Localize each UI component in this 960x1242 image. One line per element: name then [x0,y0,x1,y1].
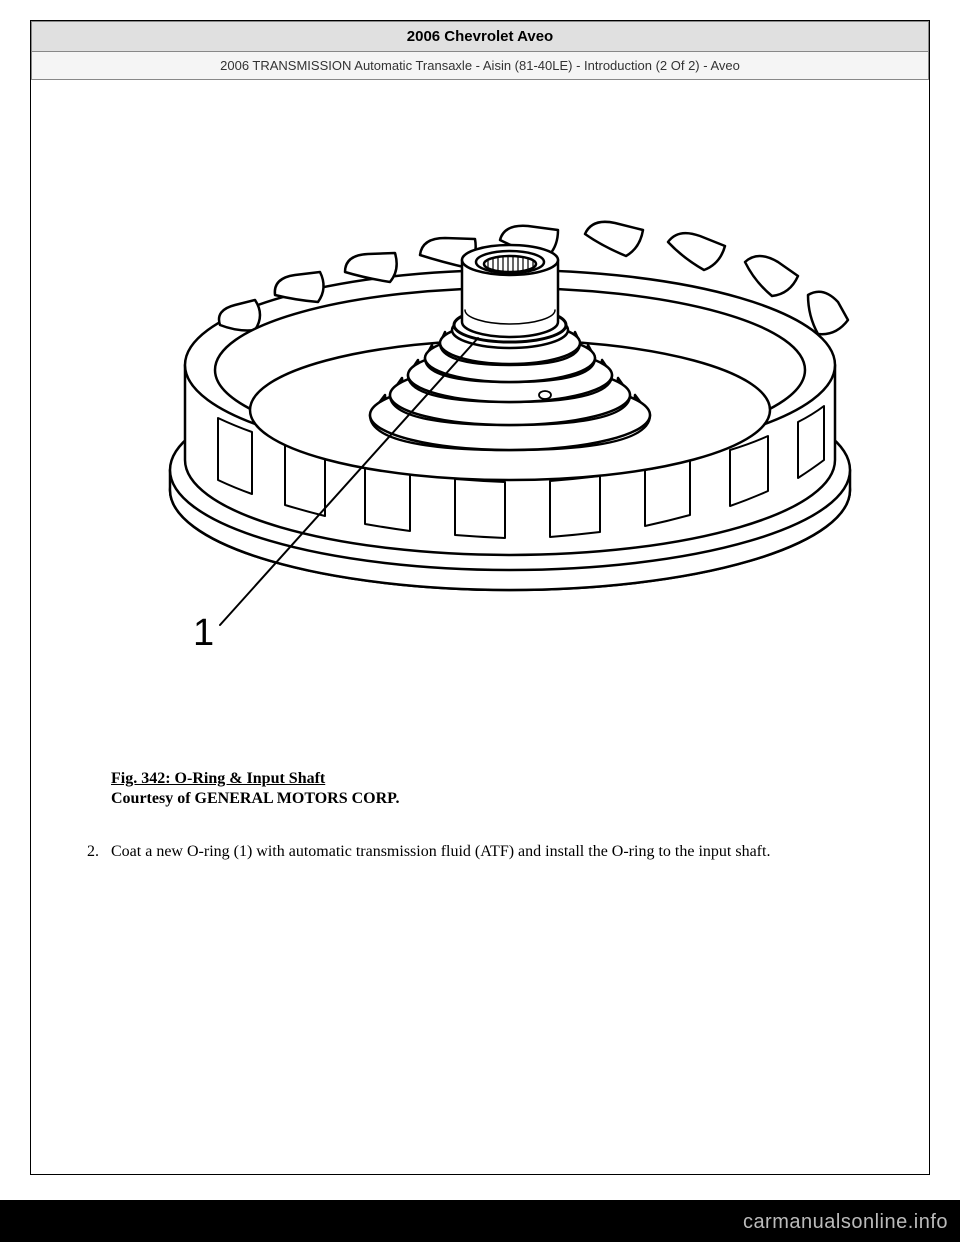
document-title: 2006 Chevrolet Aveo [32,28,928,45]
instruction-number: 2. [81,843,111,861]
instruction-item: 2. Coat a new O-ring (1) with automatic … [81,843,929,861]
content-frame: 2006 Chevrolet Aveo 2006 TRANSMISSION Au… [30,20,930,1175]
figure-caption: Fig. 342: O-Ring & Input Shaft Courtesy … [111,770,929,808]
diagram-container: 1 [31,170,929,730]
watermark: carmanualsonline.info [743,1211,948,1234]
instruction-text: Coat a new O-ring (1) with automatic tra… [111,843,929,861]
header-box: 2006 Chevrolet Aveo 2006 TRANSMISSION Au… [31,21,929,80]
figure-courtesy: Courtesy of GENERAL MOTORS CORP. [111,790,929,808]
document-subtitle: 2006 TRANSMISSION Automatic Transaxle - … [32,58,928,73]
instruction-list: 2. Coat a new O-ring (1) with automatic … [81,843,929,861]
figure-title: Fig. 342: O-Ring & Input Shaft [111,770,929,788]
callout-label-1: 1 [193,612,214,654]
document-page: 2006 Chevrolet Aveo 2006 TRANSMISSION Au… [0,0,960,1200]
transaxle-diagram: 1 [90,170,870,690]
